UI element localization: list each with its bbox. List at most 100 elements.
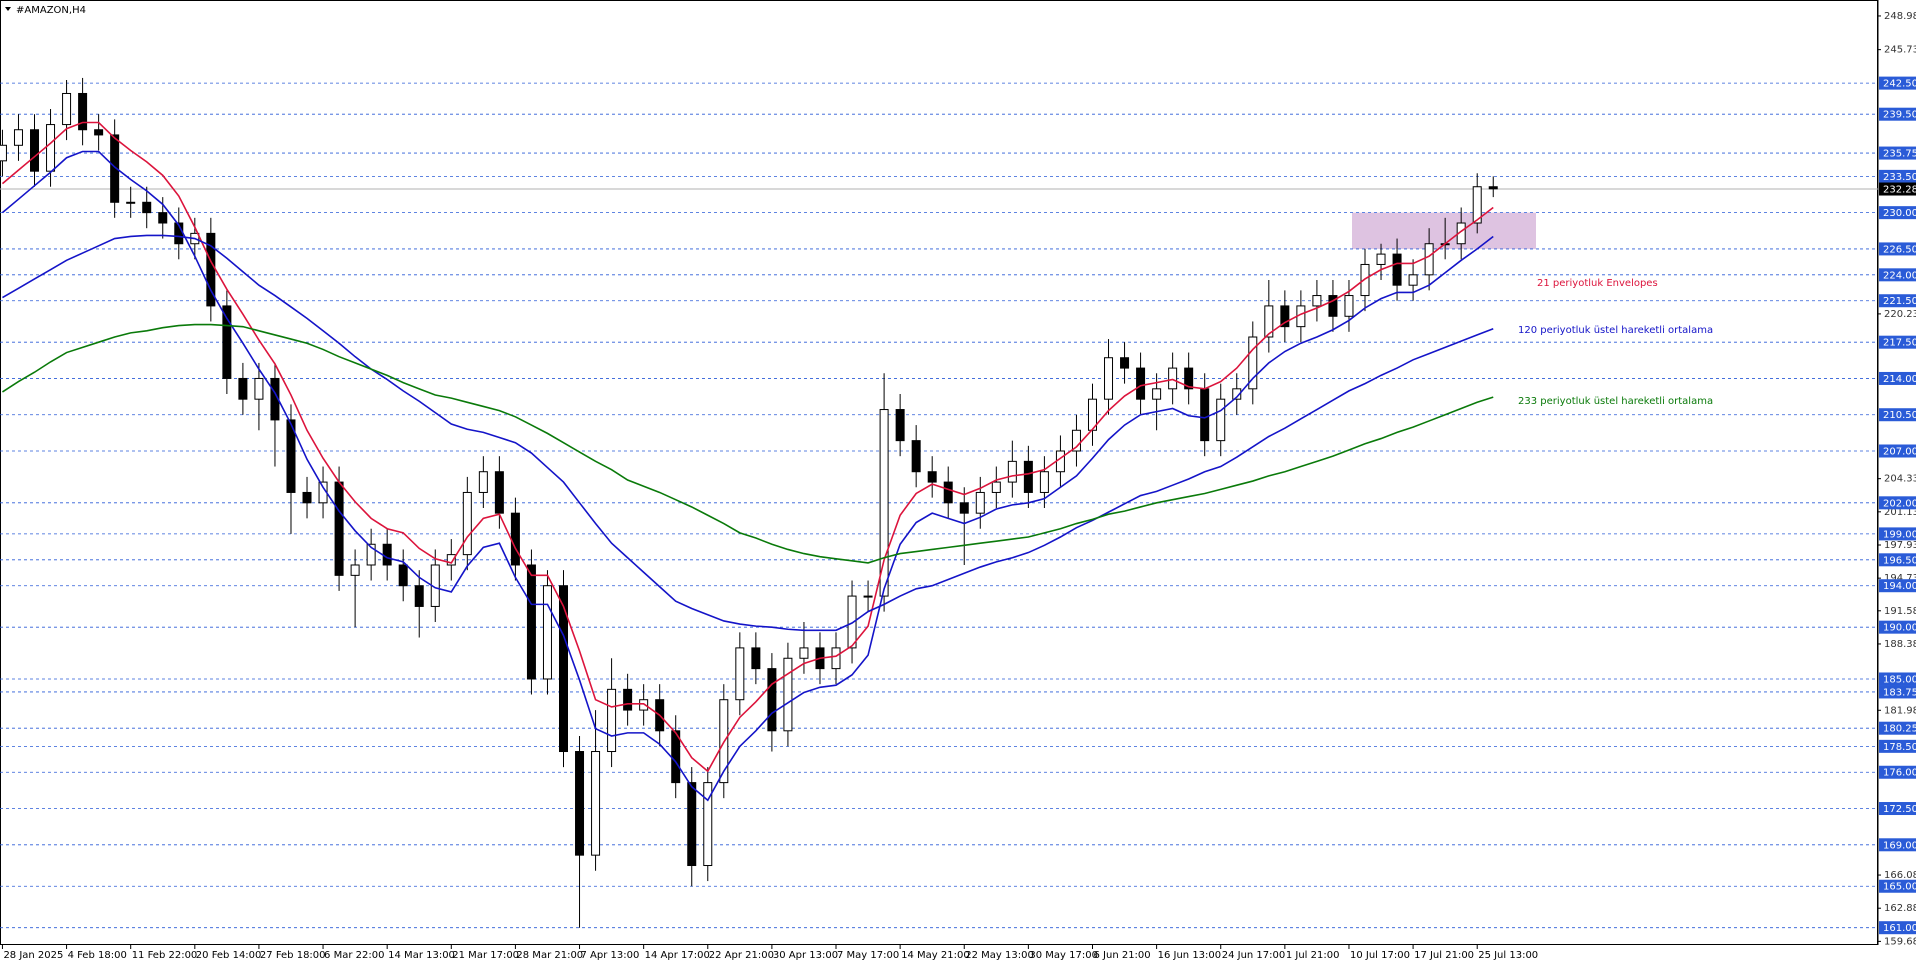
level-label: 226.50	[1883, 244, 1916, 255]
x-tick-label: 7 May 17:00	[837, 950, 899, 961]
ma-line	[2, 323, 1494, 564]
candle-body	[639, 699, 649, 711]
candle-body	[1248, 336, 1258, 390]
level-label-box	[1879, 802, 1916, 816]
x-tick-label: 16 Jun 13:00	[1158, 950, 1222, 961]
level-label-box	[1879, 76, 1916, 90]
candle-body	[1264, 305, 1274, 338]
candle-body	[879, 409, 889, 597]
x-tick-label: 30 Apr 13:00	[773, 950, 838, 961]
x-tick-label: 30 May 17:00	[1029, 950, 1098, 961]
candle-body	[831, 647, 841, 670]
candle-body	[991, 481, 1001, 493]
candle-body	[1280, 305, 1290, 328]
candle-body	[607, 688, 617, 753]
ma-line	[2, 234, 1494, 632]
candle-body	[1071, 429, 1081, 452]
candle-body	[911, 440, 921, 473]
level-label: 233.50	[1883, 172, 1916, 183]
candle-body	[494, 471, 504, 514]
level-label: 199.00	[1883, 529, 1916, 540]
candle-body	[575, 751, 585, 856]
candle-body	[799, 647, 809, 659]
candle-body	[559, 585, 568, 753]
candle-body	[222, 305, 232, 379]
ma-line	[1, 150, 1494, 802]
y-tick-label: 245.73	[1884, 45, 1916, 56]
x-tick-label: 14 Mar 13:00	[388, 950, 455, 961]
x-tick-label: 25 Jul 13:00	[1478, 950, 1538, 961]
level-label: 161.00	[1883, 923, 1916, 934]
candle-body	[1376, 253, 1386, 265]
candle-body	[1168, 367, 1178, 390]
candle-body	[0, 144, 7, 162]
y-tick-label: 188.38	[1884, 639, 1916, 650]
level-label: 217.50	[1883, 338, 1916, 349]
level-label-box	[1879, 496, 1916, 510]
candle-body	[1424, 243, 1434, 276]
x-tick-label: 28 Jan 2025	[3, 950, 63, 961]
level-label-box	[1879, 579, 1916, 593]
candle-body	[1104, 357, 1114, 400]
candle-body	[1120, 357, 1130, 369]
x-tick-label: 4 Feb 18:00	[68, 950, 127, 961]
y-tick-label: 194.73	[1884, 573, 1916, 584]
candle-body	[1232, 388, 1242, 400]
y-tick-label: 166.08	[1884, 870, 1916, 881]
x-tick-label: 10 Jul 17:00	[1350, 950, 1410, 961]
y-tick-label: 220.23	[1884, 309, 1916, 320]
candle-body	[478, 471, 488, 493]
candle-body	[895, 409, 905, 442]
candle-body	[703, 782, 713, 867]
candle-body	[238, 377, 248, 400]
candle-body	[78, 92, 88, 131]
candle-body	[1456, 222, 1466, 245]
y-tick-label: 181.98	[1884, 705, 1916, 716]
line-label: 233 periyotluk üstel hareketli ortalama	[1518, 396, 1713, 407]
candle-body	[1152, 388, 1162, 400]
y-tick-label: 201.13	[1884, 507, 1916, 518]
last-price-label: 232.28	[1883, 185, 1916, 196]
level-label: 176.00	[1883, 768, 1916, 779]
level-label-box	[1879, 242, 1916, 256]
level-label: 194.00	[1883, 581, 1916, 592]
candle-body	[783, 657, 793, 732]
level-label-box	[1879, 527, 1916, 541]
candle-body	[286, 419, 296, 493]
line-label: 120 periyotluk üstel hareketli ortalama	[1518, 325, 1713, 336]
candle-body	[446, 554, 456, 566]
candle-body	[382, 543, 392, 566]
level-label-box	[1879, 294, 1916, 308]
candle-body	[510, 512, 520, 566]
level-label: 172.50	[1883, 804, 1916, 815]
candle-body	[30, 129, 40, 172]
x-tick-label: 24 Jun 17:00	[1222, 950, 1286, 961]
plot-frame	[0, 0, 1878, 945]
level-label: 207.00	[1883, 446, 1916, 457]
candle-body	[334, 481, 344, 576]
candle-body	[1055, 450, 1065, 473]
candle-body	[46, 124, 56, 172]
level-label-box	[1879, 879, 1916, 893]
x-tick-label: 27 Feb 18:00	[260, 950, 326, 961]
ma-line	[1, 121, 1494, 773]
level-label: 196.50	[1883, 555, 1916, 566]
candle-body	[398, 564, 408, 587]
candle-body	[943, 481, 953, 504]
x-tick-label: 11 Feb 22:00	[132, 950, 198, 961]
y-tick-label: 162.88	[1884, 903, 1916, 914]
candle-body	[847, 595, 857, 649]
candle-body	[1328, 295, 1338, 317]
candle-body	[542, 585, 552, 680]
candle-body	[142, 201, 152, 214]
x-tick-label: 22 Apr 21:00	[709, 950, 774, 961]
candle-body	[13, 129, 23, 146]
candle-body	[1007, 460, 1017, 483]
level-label: 235.75	[1883, 149, 1916, 160]
y-tick-label: 159.68	[1884, 936, 1916, 947]
level-label-box	[1879, 721, 1916, 735]
candle-body	[254, 377, 264, 400]
last-price-box	[1879, 182, 1916, 196]
candle-body	[1488, 186, 1498, 190]
